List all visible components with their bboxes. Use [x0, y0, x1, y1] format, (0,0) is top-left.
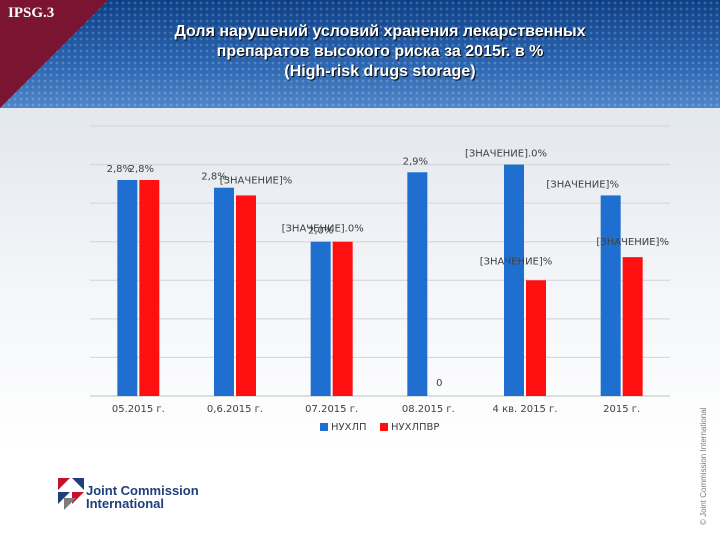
- ipsg-badge-label: IPSG.3: [8, 5, 55, 21]
- data-label: [ЗНАЧЕНИЕ]%: [220, 175, 293, 186]
- bar-nuhlp: [407, 172, 428, 396]
- x-tick-label: 07.2015 г.: [305, 404, 358, 415]
- bar-nuhlp: [600, 195, 621, 396]
- legend-swatch-nuhlp: [320, 423, 328, 431]
- data-label: [ЗНАЧЕНИЕ]%: [546, 179, 619, 190]
- data-label: [ЗНАЧЕНИЕ].0%: [282, 224, 364, 235]
- data-label: [ЗНАЧЕНИЕ]%: [596, 237, 669, 248]
- page-title: Доля нарушений условий хранения лекарств…: [120, 22, 640, 82]
- x-tick-label: 2015 г.: [603, 404, 640, 415]
- bar-chart: 2,8%2,8%05.2015 г.2,8%[ЗНАЧЕНИЕ]%0,6.201…: [90, 125, 670, 433]
- data-label: 0: [436, 378, 442, 389]
- jci-logo-text: Joint Commission International: [86, 484, 306, 510]
- data-label: 2,9%: [403, 156, 428, 167]
- legend-label-nuhlpvr: НУХЛПВР: [391, 422, 439, 433]
- title-line-3: (High-risk drugs storage): [284, 63, 476, 80]
- title-line-1: Доля нарушений условий хранения лекарств…: [174, 23, 586, 40]
- x-tick-label: 4 кв. 2015 г.: [493, 404, 558, 415]
- header-banner: [0, 0, 720, 108]
- data-label: 2,8%: [107, 164, 132, 175]
- bar-nuhlpvr: [332, 241, 353, 396]
- bar-nuhlp: [504, 164, 524, 396]
- x-tick-label: 05.2015 г.: [112, 404, 165, 415]
- world-map-pattern: [0, 0, 720, 108]
- bar-nuhlpvr: [139, 180, 160, 396]
- data-label: 2,8%: [129, 164, 154, 175]
- x-tick-label: 0,6.2015 г.: [207, 404, 263, 415]
- bar-nuhlp: [214, 187, 234, 396]
- data-label: 2,0%: [308, 226, 333, 237]
- bar-nuhlpvr: [622, 257, 643, 396]
- legend-label-nuhlp: НУХЛП: [331, 422, 367, 433]
- jci-logo-icon: [58, 478, 84, 510]
- jci-logo-line-1: Joint Commission: [86, 483, 199, 498]
- title-line-2: препаратов высокого риска за 2015г. в %: [216, 43, 544, 60]
- bar-nuhlpvr: [526, 280, 546, 396]
- legend-swatch-nuhlpvr: [380, 423, 388, 431]
- bar-nuhlpvr: [236, 195, 256, 396]
- data-label: [ЗНАЧЕНИЕ].0%: [465, 149, 547, 160]
- data-label: 2,8%: [201, 172, 226, 183]
- data-label: [ЗНАЧЕНИЕ]%: [480, 256, 553, 267]
- bar-nuhlp: [117, 180, 138, 396]
- bar-nuhlp: [310, 241, 331, 396]
- ipsg-badge: [0, 0, 108, 108]
- copyright-note: © Joint Commission International: [699, 407, 708, 526]
- x-tick-label: 08.2015 г.: [402, 404, 455, 415]
- jci-logo-line-2: International: [86, 496, 165, 511]
